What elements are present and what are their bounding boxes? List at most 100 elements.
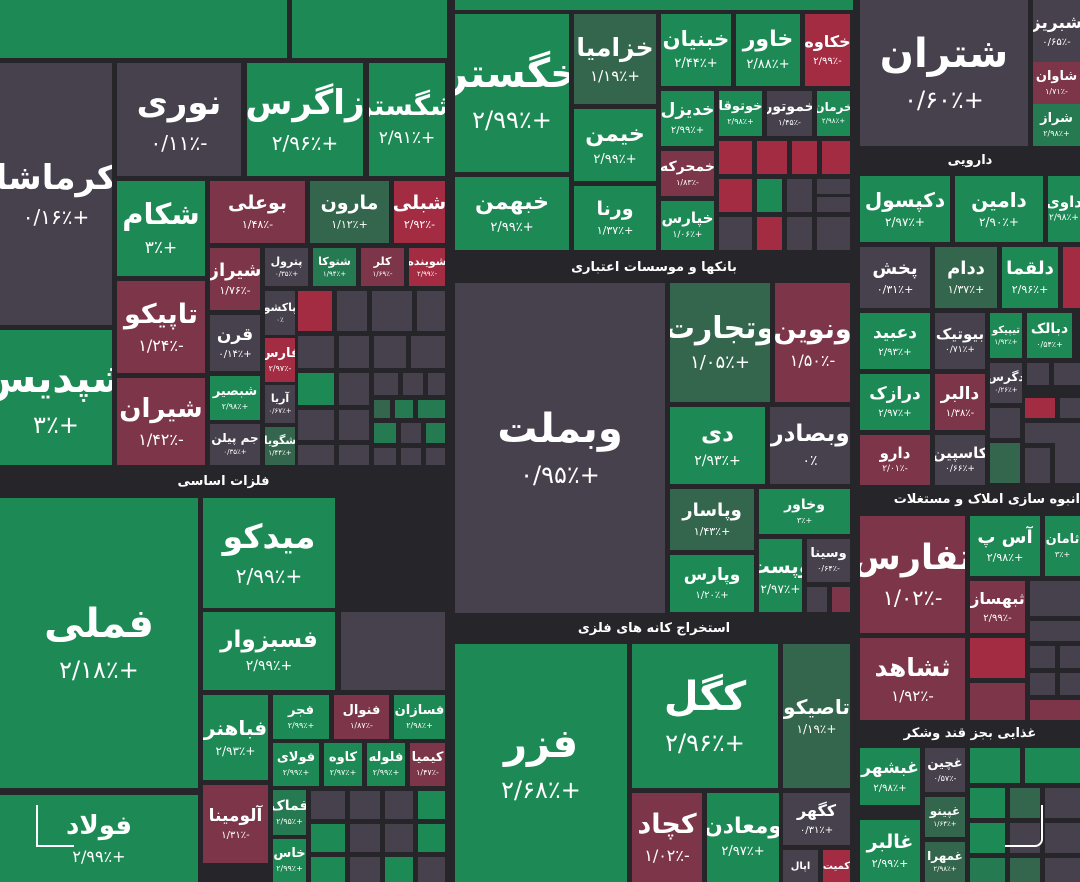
unlabeled-stock-tile[interactable]: [372, 291, 412, 331]
unlabeled-stock-tile[interactable]: [374, 448, 396, 465]
unlabeled-stock-tile[interactable]: [1010, 788, 1040, 818]
stock-tile[interactable]: وخاور +۳٪: [759, 489, 850, 534]
stock-tile[interactable]: دبالک +۰/۵۴٪: [1027, 313, 1072, 358]
unlabeled-stock-tile[interactable]: [298, 291, 332, 331]
unlabeled-stock-tile[interactable]: [1063, 247, 1080, 308]
stock-tile[interactable]: کیمیا -۱/۴۷٪: [410, 743, 445, 786]
unlabeled-stock-tile[interactable]: [341, 612, 445, 690]
stock-tile[interactable]: خپارس +۱/۰۶٪: [661, 201, 714, 250]
stock-tile[interactable]: تیپیکو +۱/۹۲٪: [990, 313, 1022, 358]
unlabeled-stock-tile[interactable]: [395, 400, 413, 418]
stock-tile[interactable]: شیران -۱/۴۲٪: [117, 378, 205, 465]
stock-tile[interactable]: فزر +۲/۶۸٪: [455, 644, 627, 882]
unlabeled-stock-tile[interactable]: [787, 179, 812, 212]
stock-tile[interactable]: فجر +۲/۹۹٪: [273, 695, 329, 739]
unlabeled-stock-tile[interactable]: [1055, 423, 1080, 483]
unlabeled-stock-tile[interactable]: [385, 857, 413, 882]
unlabeled-stock-tile[interactable]: [970, 638, 1025, 678]
stock-tile[interactable]: پاکشو ۰٪: [265, 291, 295, 335]
stock-tile[interactable]: قرن +۰/۱۴٪: [210, 315, 260, 371]
stock-tile[interactable]: زاگرس +۲/۹۶٪: [247, 63, 363, 176]
stock-tile[interactable]: فارس -۲/۹۷٪: [265, 338, 295, 382]
stock-tile[interactable]: شبریز -۰/۶۵٪: [1033, 0, 1080, 62]
stock-tile[interactable]: دگرس +۰/۲۶٪: [990, 363, 1022, 403]
unlabeled-stock-tile[interactable]: [792, 141, 817, 174]
unlabeled-stock-tile[interactable]: [385, 791, 413, 819]
stock-tile[interactable]: وتجارت +۱/۰۵٪: [670, 283, 770, 402]
unlabeled-stock-tile[interactable]: [401, 423, 421, 443]
unlabeled-stock-tile[interactable]: [787, 217, 812, 250]
unlabeled-stock-tile[interactable]: [1025, 398, 1055, 418]
stock-tile[interactable]: کرماشا +۰/۱۶٪: [0, 63, 112, 325]
unlabeled-stock-tile[interactable]: [970, 788, 1005, 818]
unlabeled-stock-tile[interactable]: [418, 857, 445, 882]
stock-tile[interactable]: شاوان -۱/۷۱٪: [1033, 62, 1080, 104]
unlabeled-stock-tile[interactable]: [298, 410, 334, 440]
unlabeled-stock-tile[interactable]: [1010, 823, 1040, 853]
unlabeled-stock-tile[interactable]: [374, 373, 398, 395]
stock-tile[interactable]: دلقما +۲/۹۶٪: [1002, 247, 1058, 308]
stock-tile[interactable]: شوینده -۲/۹۹٪: [409, 248, 445, 286]
stock-tile[interactable]: ثامان +۳٪: [1045, 516, 1080, 576]
unlabeled-stock-tile[interactable]: [1060, 398, 1080, 418]
stock-tile[interactable]: خوتوقا +۲/۹۸٪: [719, 91, 762, 136]
unlabeled-stock-tile[interactable]: [719, 217, 752, 250]
unlabeled-stock-tile[interactable]: [757, 179, 782, 212]
stock-tile[interactable]: وپارس +۱/۲۰٪: [670, 555, 754, 612]
stock-tile[interactable]: شیراز -۱/۷۶٪: [210, 248, 260, 310]
stock-tile[interactable]: ددام +۱/۳۷٪: [935, 247, 997, 308]
unlabeled-stock-tile[interactable]: [1045, 788, 1080, 818]
stock-tile[interactable]: شبصیر +۲/۹۸٪: [210, 376, 260, 420]
unlabeled-stock-tile[interactable]: [1030, 581, 1080, 616]
stock-tile[interactable]: دعبید +۲/۹۳٪: [860, 313, 930, 369]
stock-tile[interactable]: غبشهر +۲/۹۸٪: [860, 748, 920, 805]
stock-tile[interactable]: وپست +۲/۹۷٪: [759, 539, 802, 612]
unlabeled-stock-tile[interactable]: [1027, 363, 1049, 385]
stock-tile[interactable]: بوعلی -۱/۴۸٪: [210, 181, 305, 243]
unlabeled-stock-tile[interactable]: [292, 0, 447, 58]
unlabeled-stock-tile[interactable]: [455, 0, 853, 10]
stock-tile[interactable]: دامین +۲/۹۰٪: [955, 176, 1043, 242]
unlabeled-stock-tile[interactable]: [350, 824, 380, 852]
stock-tile[interactable]: بیوتیک +۰/۷۱٪: [935, 313, 985, 369]
stock-tile[interactable]: فولای +۲/۹۹٪: [273, 743, 319, 786]
stock-tile[interactable]: فملی +۲/۱۸٪: [0, 498, 198, 788]
stock-tile[interactable]: شگویا +۱/۴۴٪: [265, 427, 295, 465]
unlabeled-stock-tile[interactable]: [1030, 621, 1080, 641]
unlabeled-stock-tile[interactable]: [298, 445, 334, 465]
stock-tile[interactable]: آس پ +۲/۹۸٪: [970, 516, 1040, 576]
unlabeled-stock-tile[interactable]: [1030, 646, 1055, 668]
stock-tile[interactable]: شگستر +۲/۹۱٪: [369, 63, 445, 176]
stock-tile[interactable]: خزامیا +۱/۱۹٪: [574, 14, 656, 104]
stock-tile[interactable]: فسبزوار +۲/۹۹٪: [203, 612, 335, 690]
unlabeled-stock-tile[interactable]: [1010, 858, 1040, 882]
stock-tile[interactable]: فلوله +۲/۹۹٪: [367, 743, 405, 786]
stock-tile[interactable]: کگل +۲/۹۶٪: [632, 644, 778, 788]
unlabeled-stock-tile[interactable]: [817, 217, 850, 250]
stock-tile[interactable]: آلومینا -۱/۳۱٪: [203, 785, 268, 863]
stock-tile[interactable]: شکام +۳٪: [117, 181, 205, 276]
unlabeled-stock-tile[interactable]: [719, 141, 752, 174]
stock-tile[interactable]: دی +۲/۹۳٪: [670, 407, 765, 484]
stock-tile[interactable]: خاور +۲/۸۸٪: [736, 14, 800, 86]
stock-tile[interactable]: وبصادر ۰٪: [770, 407, 850, 484]
stock-tile[interactable]: شراز +۲/۹۸٪: [1033, 104, 1080, 146]
unlabeled-stock-tile[interactable]: [1060, 646, 1080, 668]
stock-tile[interactable]: شبلی -۲/۹۲٪: [394, 181, 445, 243]
stock-tile[interactable]: کگهر +۰/۳۱٪: [783, 793, 850, 845]
unlabeled-stock-tile[interactable]: [719, 179, 752, 212]
unlabeled-stock-tile[interactable]: [350, 791, 380, 819]
stock-tile[interactable]: پخش +۰/۳۱٪: [860, 247, 930, 308]
stock-tile[interactable]: ومعادن +۲/۹۷٪: [707, 793, 779, 882]
unlabeled-stock-tile[interactable]: [418, 824, 445, 852]
stock-tile[interactable]: مارون +۱/۱۲٪: [310, 181, 389, 243]
stock-tile[interactable]: خدیزل +۲/۹۹٪: [661, 91, 714, 146]
stock-tile[interactable]: کاوه +۲/۹۷٪: [324, 743, 362, 786]
unlabeled-stock-tile[interactable]: [298, 336, 334, 368]
unlabeled-stock-tile[interactable]: [1045, 823, 1080, 853]
stock-tile[interactable]: پترول +۰/۳۵٪: [265, 248, 308, 286]
stock-tile[interactable]: غچین -۰/۵۷٪: [925, 748, 965, 792]
unlabeled-stock-tile[interactable]: [970, 858, 1005, 882]
unlabeled-stock-tile[interactable]: [337, 291, 367, 331]
unlabeled-stock-tile[interactable]: [817, 197, 850, 212]
